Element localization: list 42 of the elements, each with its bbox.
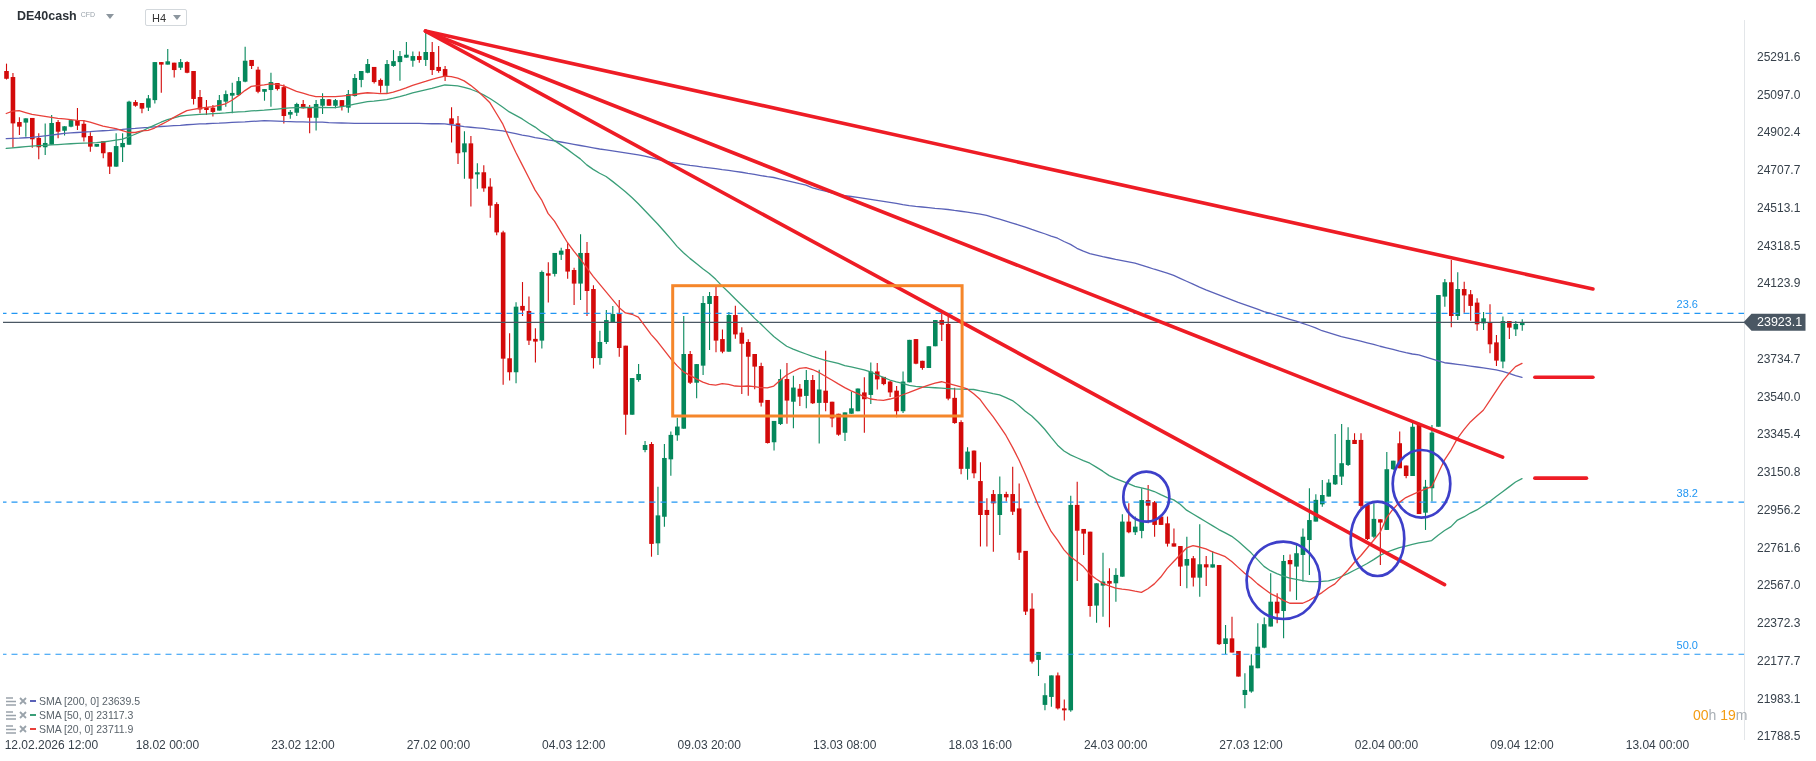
y-tick-label: 25097.0 [1757, 87, 1801, 102]
y-tick-label: 23734.7 [1757, 351, 1801, 366]
x-tick-label: 13.04 00:00 [1625, 738, 1690, 752]
y-tick-label: 22372.3 [1757, 616, 1801, 631]
x-tick-label: 27.02 00:00 [406, 738, 471, 752]
annotation: 23.6 [1676, 298, 1698, 311]
y-tick-label: 24513.1 [1757, 200, 1801, 215]
x-tick-label: 24.03 00:00 [1083, 738, 1148, 752]
y-tick-label: 23345.4 [1757, 427, 1801, 442]
ref-line-label: 23923.1 [1757, 315, 1803, 330]
y-tick-label: 24707.7 [1757, 163, 1801, 178]
legend-label: SMA [20, 0] 23711.9 [39, 723, 134, 735]
y-tick-label: 21788.5 [1757, 729, 1801, 744]
legend-label: SMA [200, 0] 23639.5 [39, 695, 140, 707]
y-tick-label: 22567.0 [1757, 578, 1801, 593]
annotation: 50.0 [1676, 639, 1698, 652]
annotation: 00h 19m [1693, 707, 1748, 723]
x-tick-label: 13.03 08:00 [813, 738, 877, 752]
x-tick-label: 18.03 16:00 [948, 738, 1013, 752]
annotation: H4 [152, 11, 167, 24]
x-tick-label: 09.04 12:00 [1490, 738, 1554, 752]
x-tick-label: 02.04 00:00 [1354, 738, 1419, 752]
annotation: 38.2 [1676, 487, 1698, 500]
dropdown-field: H4 [145, 9, 187, 26]
x-tick-label: 23.02 12:00 [271, 738, 335, 752]
y-tick-label: 23540.0 [1757, 389, 1801, 404]
y-tick-label: 25291.6 [1757, 49, 1801, 64]
y-tick-label: 24902.4 [1757, 125, 1801, 140]
legend-label: SMA [50, 0] 23117.3 [39, 709, 134, 721]
x-tick-label: 12.02.2026 12:00 [4, 738, 99, 752]
y-tick-label: 22177.7 [1757, 653, 1801, 668]
y-tick-label: 22956.2 [1757, 502, 1801, 517]
x-tick-label: 09.03 20:00 [677, 738, 742, 752]
x-tick-label: 18.02 00:00 [135, 738, 200, 752]
chart-title: DE40cash [17, 9, 77, 23]
x-tick-label: 27.03 12:00 [1219, 738, 1284, 752]
y-tick-label: 24318.5 [1757, 238, 1801, 253]
x-tick-label: 04.03 12:00 [542, 738, 606, 752]
y-tick-label: 23150.8 [1757, 465, 1801, 480]
y-tick-label: 21983.1 [1757, 691, 1801, 706]
y-tick-label: 22761.6 [1757, 540, 1801, 555]
y-tick-label: 24123.9 [1757, 276, 1801, 291]
